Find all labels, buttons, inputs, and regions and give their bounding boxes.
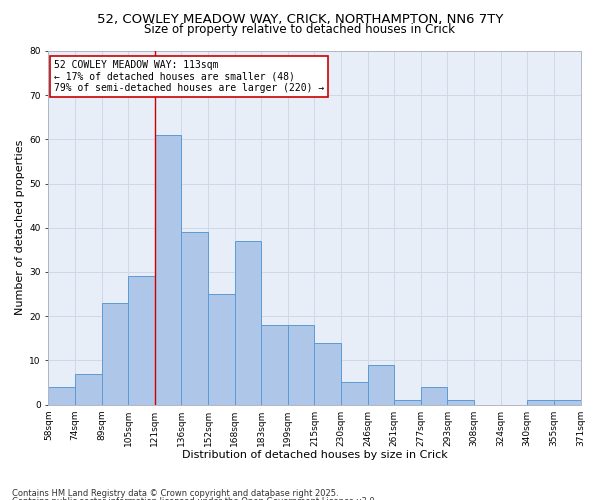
Bar	[155, 135, 181, 404]
Bar	[101, 303, 128, 404]
Bar	[181, 232, 208, 404]
Bar	[341, 382, 368, 404]
Bar	[288, 325, 314, 404]
Bar	[128, 276, 155, 404]
Text: 52 COWLEY MEADOW WAY: 113sqm
← 17% of detached houses are smaller (48)
79% of se: 52 COWLEY MEADOW WAY: 113sqm ← 17% of de…	[53, 60, 324, 93]
Bar	[368, 365, 394, 405]
Bar	[527, 400, 554, 404]
Text: 52, COWLEY MEADOW WAY, CRICK, NORTHAMPTON, NN6 7TY: 52, COWLEY MEADOW WAY, CRICK, NORTHAMPTO…	[97, 12, 503, 26]
Bar	[421, 387, 448, 404]
Bar	[208, 294, 235, 405]
Bar	[261, 325, 288, 404]
Y-axis label: Number of detached properties: Number of detached properties	[15, 140, 25, 316]
Bar	[75, 374, 101, 404]
Bar	[235, 241, 261, 404]
Bar	[394, 400, 421, 404]
Bar	[49, 387, 75, 404]
Bar	[448, 400, 474, 404]
Bar	[314, 342, 341, 404]
Text: Size of property relative to detached houses in Crick: Size of property relative to detached ho…	[145, 24, 455, 36]
X-axis label: Distribution of detached houses by size in Crick: Distribution of detached houses by size …	[182, 450, 447, 460]
Text: Contains HM Land Registry data © Crown copyright and database right 2025.: Contains HM Land Registry data © Crown c…	[12, 488, 338, 498]
Text: Contains public sector information licensed under the Open Government Licence v3: Contains public sector information licen…	[12, 497, 377, 500]
Bar	[554, 400, 581, 404]
